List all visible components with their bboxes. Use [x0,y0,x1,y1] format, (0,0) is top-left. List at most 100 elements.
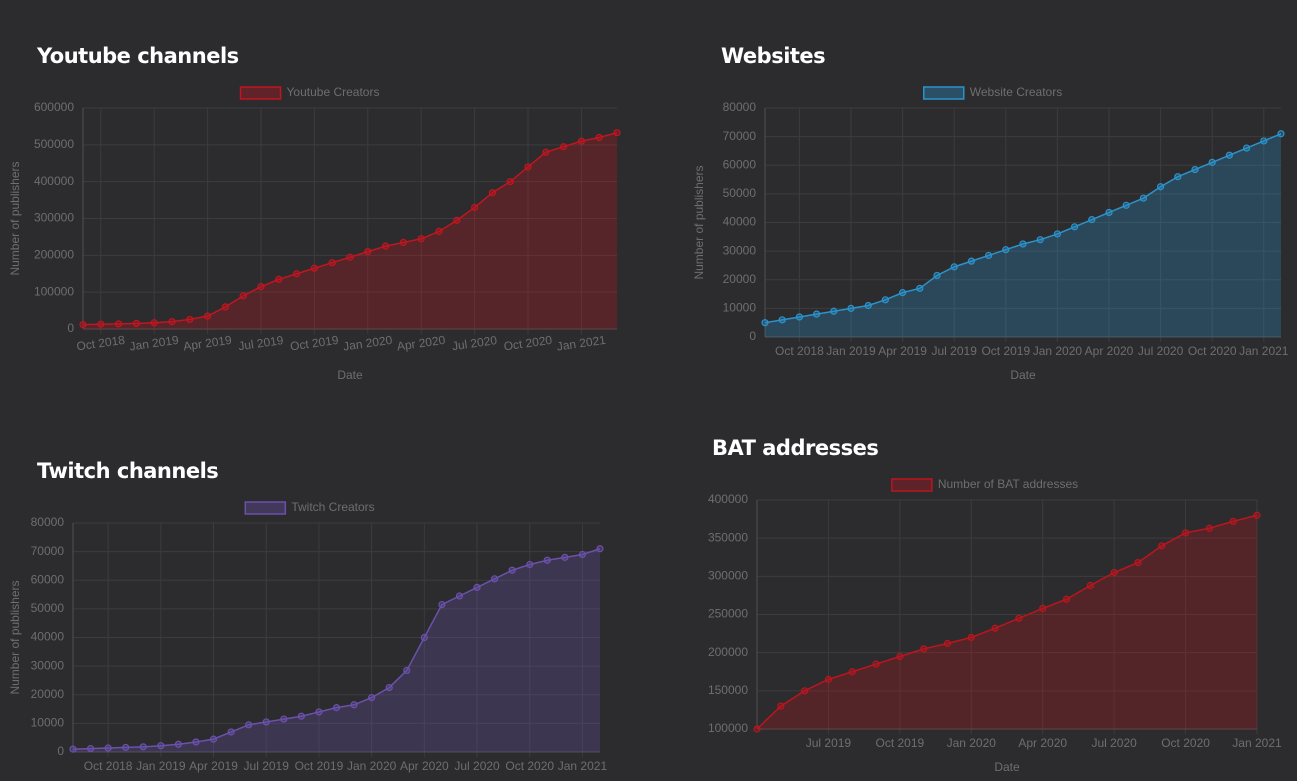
point [420,633,428,642]
chart-title: BAT addresses [712,436,878,460]
y-tick-label: 200000 [708,645,748,659]
legend-label: Youtube Creators [287,85,380,99]
legend-swatch [239,86,282,100]
point [753,725,761,733]
point [898,289,907,297]
point [561,553,569,561]
point [491,575,499,583]
point [221,303,229,311]
y-tick-label: 30000 [31,658,65,672]
point [613,129,621,137]
point [79,320,87,329]
point [1105,208,1113,217]
x-axis-label: Date [1010,368,1036,382]
x-tick-label: Oct 2018 [84,759,133,773]
point [132,319,140,328]
point [1277,130,1285,138]
point [795,313,804,321]
y-tick-label: 150000 [708,683,748,697]
x-tick-label: Oct 2019 [876,736,925,750]
area [83,132,617,329]
x-tick-label: Oct 2018 [76,333,126,354]
y-axis-label: Number of publishers [8,161,22,275]
y-tick-label: 50000 [723,186,757,200]
y-tick-label: 50000 [31,601,65,615]
x-tick-label: Apr 2020 [400,759,449,773]
point [104,744,112,752]
x-axis-label: Date [337,368,363,382]
x-tick-label: Jul 2020 [451,333,498,353]
point [881,296,890,304]
y-tick-label: 0 [749,329,756,343]
point [984,251,993,260]
y-tick-label: 20000 [31,687,65,701]
point [864,301,872,310]
point [209,735,218,743]
point [1015,614,1023,622]
point [777,702,785,710]
point [332,704,341,712]
y-tick-label: 80000 [723,100,757,114]
y-tick-label: 0 [67,321,74,335]
x-tick-label: Oct 2020 [1188,344,1237,358]
line [82,131,618,326]
point [438,600,446,609]
point [967,257,976,265]
point [488,189,496,197]
point [239,292,247,300]
y-tick-label: 70000 [723,129,757,143]
point [508,566,516,574]
point [578,550,587,559]
x-tick-label: Jan 2020 [342,333,393,354]
x-tick-label: Jan 2021 [1239,344,1289,358]
point [1253,511,1261,519]
x-axis-label: Date [994,760,1020,774]
point [812,310,821,318]
point [204,312,212,320]
point [97,320,105,328]
x-tick-label: Jan 2021 [556,333,607,354]
x-tick-label: Jan 2021 [558,759,608,773]
legend-label: Website Creators [970,85,1062,99]
point [967,633,975,642]
point [453,216,461,224]
point [761,319,769,327]
x-tick-label: Jul 2019 [244,759,290,773]
point [328,259,336,267]
y-tick-label: 0 [57,744,64,758]
x-tick-label: Jan 2020 [347,759,397,773]
point [86,744,95,753]
y-tick-label: 60000 [723,157,757,171]
point [559,143,568,151]
point [139,743,147,751]
x-tick-label: Oct 2019 [295,759,344,773]
point [801,687,809,695]
x-tick-label: Jan 2020 [947,736,997,750]
legend-swatch [244,501,287,515]
x-tick-label: Jul 2020 [1138,344,1184,358]
point [168,318,176,326]
y-axis-label: Number of publishers [692,165,706,279]
y-tick-label: 400000 [34,174,74,188]
point [943,639,952,648]
area [73,548,600,752]
y-tick-label: 30000 [723,243,757,257]
point [920,645,928,653]
point [1191,165,1199,174]
y-tick-label: 600000 [34,100,74,114]
point [1110,568,1118,577]
y-tick-label: 300000 [708,569,748,583]
point [824,675,833,683]
point [1062,595,1071,603]
point [350,701,358,709]
point [280,715,288,723]
x-tick-label: Jan 2019 [136,759,186,773]
x-tick-label: Apr 2019 [189,759,238,773]
point [778,316,786,324]
x-tick-label: Jul 2020 [1091,736,1137,750]
x-tick-label: Jul 2020 [454,759,500,773]
point [399,238,407,247]
point [1134,558,1142,567]
y-tick-label: 60000 [31,572,65,586]
